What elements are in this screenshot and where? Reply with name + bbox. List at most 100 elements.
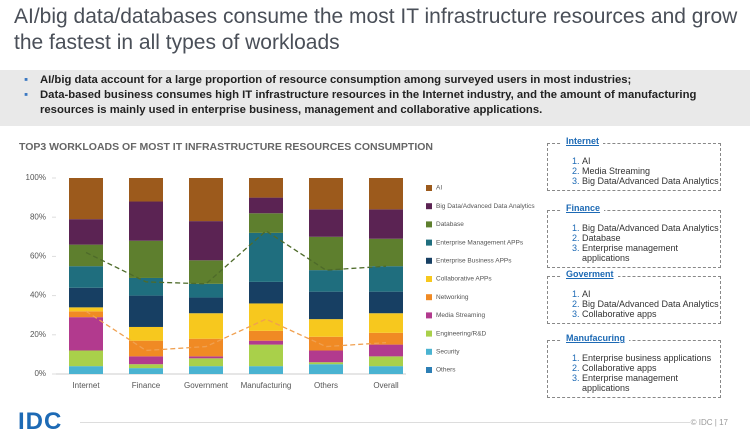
bar-segment [309, 362, 343, 365]
legend-swatch [426, 348, 432, 355]
legend-swatch [426, 203, 432, 210]
legend-swatch [426, 239, 432, 246]
bar-segment [69, 366, 103, 374]
legend-label: AI [436, 185, 442, 192]
x-tick-label: Finance [132, 381, 161, 390]
legend-swatch [426, 221, 432, 228]
bar-segment [249, 213, 283, 233]
bar-segment [69, 307, 103, 312]
panel-item: Big Data/Advanced Data Analytics [582, 176, 720, 186]
legend-label: Networking [436, 294, 469, 301]
legend-swatch [426, 330, 432, 337]
bar-segment [129, 364, 163, 369]
bar-segment [129, 178, 163, 202]
trend-line [85, 230, 387, 285]
panel-title: Goverment [562, 269, 618, 279]
panel-item: Collaborative apps [582, 309, 720, 319]
legend-label: Security [436, 349, 460, 356]
bar-segment [309, 336, 343, 351]
y-tick-label: 60% [30, 252, 46, 261]
bar-segment [249, 340, 283, 345]
bar-segment [69, 311, 103, 318]
panel: Manufacuring Enterprise business applicat… [547, 333, 721, 398]
bar-segment [249, 344, 283, 367]
panel-item: Enterprise management applications [582, 373, 720, 393]
bar-segment [129, 356, 163, 365]
bar-segment [129, 295, 163, 327]
panel-item: Enterprise management applications [582, 243, 720, 263]
bullet: Data-based business consumes high IT inf… [24, 88, 750, 118]
slide-title: AI/big data/databases consume the most I… [14, 5, 738, 54]
bar-segment [69, 219, 103, 245]
bar-segment [129, 277, 163, 296]
panel-item: Enterprise business applications [582, 353, 720, 363]
bar-segment [369, 356, 403, 367]
legend-label: Collaborative APPs [436, 276, 492, 283]
bar-segment [189, 358, 223, 367]
bar-segment [249, 178, 283, 198]
panel: Finance Big Data/Advanced Data AnalyticsD… [547, 203, 721, 268]
bar-segment [69, 244, 103, 267]
bar-segment [369, 291, 403, 314]
bar-segment [189, 260, 223, 284]
legend-swatch [426, 312, 432, 319]
page-number: © IDC | 17 [690, 418, 728, 427]
bar-segment [309, 350, 343, 363]
y-tick-label: 20% [30, 330, 46, 339]
bar-segment [69, 350, 103, 367]
bar-segment [69, 266, 103, 288]
legend-label: Big Data/Advanced Data Analytics [436, 203, 535, 210]
legend-label: Enterprise Business APPs [436, 258, 512, 265]
bar-segment [249, 303, 283, 331]
panel-title: Internet [562, 136, 604, 146]
x-tick-label: Others [314, 381, 338, 390]
bar-segment [309, 291, 343, 320]
bar-segment [69, 317, 103, 351]
panel-title: Manufacuring [562, 333, 630, 343]
bar-segment [309, 178, 343, 210]
panel: Internet AIMedia StreamingBig Data/Advanc… [547, 136, 721, 191]
bar-segment [369, 209, 403, 239]
bar-segment [189, 356, 223, 359]
legend-label: Others [436, 367, 456, 374]
bar-segment [369, 332, 403, 345]
bar-segment [369, 366, 403, 374]
y-tick-label: 80% [30, 212, 46, 221]
bar-segment [309, 209, 343, 237]
trend-line [85, 310, 387, 352]
chart-title: TOP3 WORKLOADS OF MOST IT INFRASTRUCTURE… [19, 141, 433, 153]
bullet-list: AI/big data account for a large proporti… [0, 73, 750, 118]
bar-segment [129, 326, 163, 341]
panel-item: AI [582, 289, 720, 299]
bar-segment [249, 197, 283, 214]
footer-rule [80, 422, 690, 423]
panel-item: AI [582, 156, 720, 166]
panel-item: Collaborative apps [582, 363, 720, 373]
legend-swatch [426, 257, 432, 264]
x-tick-label: Government [184, 381, 229, 390]
bar-segment [189, 313, 223, 339]
bar-segment [369, 238, 403, 267]
bar-segment [189, 283, 223, 298]
panel-item: Big Data/Advanced Data Analytics [582, 299, 720, 309]
x-tick-label: Manufacturing [241, 381, 292, 390]
y-tick-label: 40% [30, 291, 46, 300]
legend-swatch [426, 294, 432, 301]
bar-segment [309, 236, 343, 271]
x-tick-label: Internet [72, 381, 100, 390]
panel-item: Database [582, 233, 720, 243]
bar-segment [249, 330, 283, 341]
panel-title: Finance [562, 203, 605, 213]
x-tick-label: Overall [373, 381, 399, 390]
bar-segment [129, 368, 163, 374]
bar-segment [249, 366, 283, 374]
bar-segment [129, 201, 163, 241]
panel-list: Enterprise business applicationsCollabor… [548, 353, 720, 393]
legend-label: Database [436, 221, 464, 228]
bar-segment [69, 287, 103, 308]
logo: IDC [18, 408, 63, 435]
bar-segment [309, 270, 343, 292]
legend-swatch [426, 276, 432, 282]
